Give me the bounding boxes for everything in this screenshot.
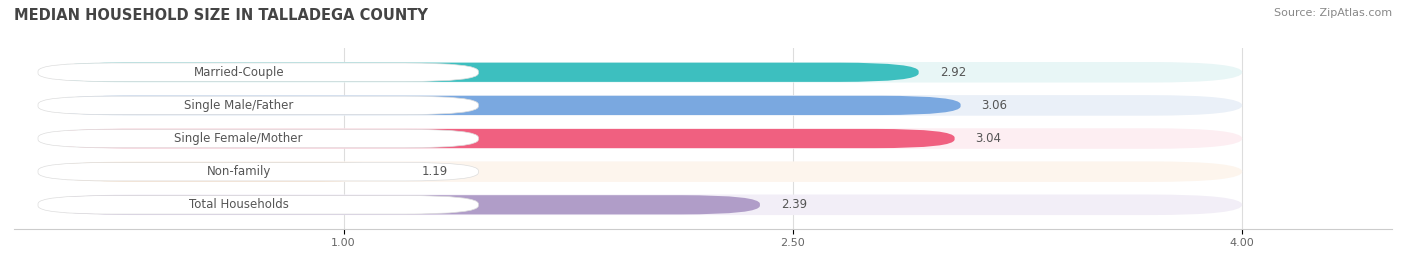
FancyBboxPatch shape bbox=[44, 162, 401, 181]
Text: 3.06: 3.06 bbox=[981, 99, 1008, 112]
FancyBboxPatch shape bbox=[44, 129, 955, 148]
FancyBboxPatch shape bbox=[38, 63, 478, 82]
FancyBboxPatch shape bbox=[38, 196, 478, 214]
FancyBboxPatch shape bbox=[44, 194, 1241, 215]
Text: 2.39: 2.39 bbox=[780, 198, 807, 211]
Text: Married-Couple: Married-Couple bbox=[194, 66, 284, 79]
FancyBboxPatch shape bbox=[44, 161, 1241, 182]
Text: Source: ZipAtlas.com: Source: ZipAtlas.com bbox=[1274, 8, 1392, 18]
Text: 2.92: 2.92 bbox=[939, 66, 966, 79]
Text: Total Households: Total Households bbox=[188, 198, 288, 211]
Text: MEDIAN HOUSEHOLD SIZE IN TALLADEGA COUNTY: MEDIAN HOUSEHOLD SIZE IN TALLADEGA COUNT… bbox=[14, 8, 427, 23]
FancyBboxPatch shape bbox=[38, 162, 478, 181]
FancyBboxPatch shape bbox=[44, 195, 759, 214]
FancyBboxPatch shape bbox=[38, 129, 478, 148]
FancyBboxPatch shape bbox=[44, 62, 1241, 83]
Text: Single Male/Father: Single Male/Father bbox=[184, 99, 294, 112]
Text: 3.04: 3.04 bbox=[976, 132, 1001, 145]
FancyBboxPatch shape bbox=[44, 95, 1241, 116]
Text: Non-family: Non-family bbox=[207, 165, 271, 178]
Text: Single Female/Mother: Single Female/Mother bbox=[174, 132, 302, 145]
Text: 1.19: 1.19 bbox=[422, 165, 447, 178]
FancyBboxPatch shape bbox=[38, 96, 478, 115]
FancyBboxPatch shape bbox=[44, 63, 918, 82]
FancyBboxPatch shape bbox=[44, 96, 960, 115]
FancyBboxPatch shape bbox=[44, 128, 1241, 149]
